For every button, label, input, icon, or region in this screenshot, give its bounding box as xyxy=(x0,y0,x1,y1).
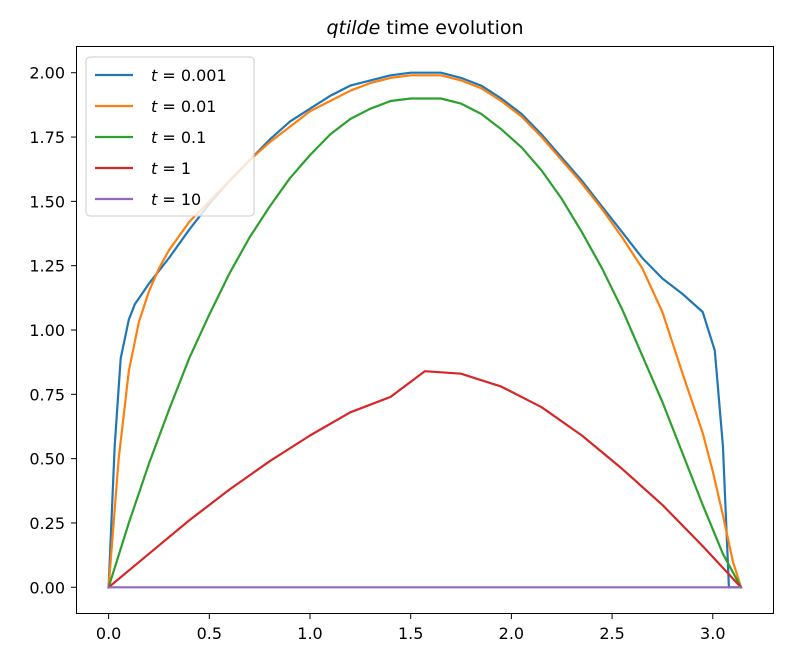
legend-box xyxy=(85,56,255,217)
x-tick-label-3: 1.5 xyxy=(398,624,423,643)
y-tick-label-5: 1.25 xyxy=(29,257,65,276)
legend-label-1: t = 0.01 xyxy=(151,97,216,116)
y-tick-label-4: 1.00 xyxy=(29,321,65,340)
x-tick-label-0: 0.0 xyxy=(96,624,121,643)
y-tick-label-2: 0.50 xyxy=(29,450,65,469)
legend-label-3: t = 1 xyxy=(151,159,191,178)
x-tick-label-2: 1.0 xyxy=(297,624,322,643)
series-layer xyxy=(107,71,743,589)
series-line-1 xyxy=(107,74,743,589)
series-line-2 xyxy=(107,97,743,589)
y-tick-label-3: 0.75 xyxy=(29,385,65,404)
legend-label-4: t = 10 xyxy=(151,190,201,209)
x-tick-label-5: 2.5 xyxy=(599,624,624,643)
y-tick-label-1: 0.25 xyxy=(29,514,65,533)
legend-label-2: t = 0.1 xyxy=(151,128,206,147)
y-tick-label-6: 1.50 xyxy=(29,192,65,211)
series-line-0 xyxy=(107,71,743,589)
chart-title-rest: time evolution xyxy=(380,17,523,39)
y-tick-label-0: 0.00 xyxy=(29,578,65,597)
y-tick-label-8: 2.00 xyxy=(29,64,65,83)
chart-title-italic: qtilde xyxy=(326,17,380,39)
y-tick-label-7: 1.75 xyxy=(29,128,65,147)
series-line-3 xyxy=(107,370,743,589)
ticks-layer: 0.0 0.5 1.0 1.5 2.0 2.5 3.0 0.00 0.25 0.50 0.75 1.0… xyxy=(29,64,725,643)
x-tick-label-1: 0.5 xyxy=(197,624,222,643)
x-tick-label-4: 2.0 xyxy=(499,624,524,643)
legend-label-0: t = 0.001 xyxy=(151,66,227,85)
chart-title: qtilde time evolution xyxy=(326,17,523,39)
x-tick-label-6: 3.0 xyxy=(700,624,725,643)
legend: t = 0.001 t = 0.01 t = 0.1 t = 1 t = 10 xyxy=(85,56,255,217)
